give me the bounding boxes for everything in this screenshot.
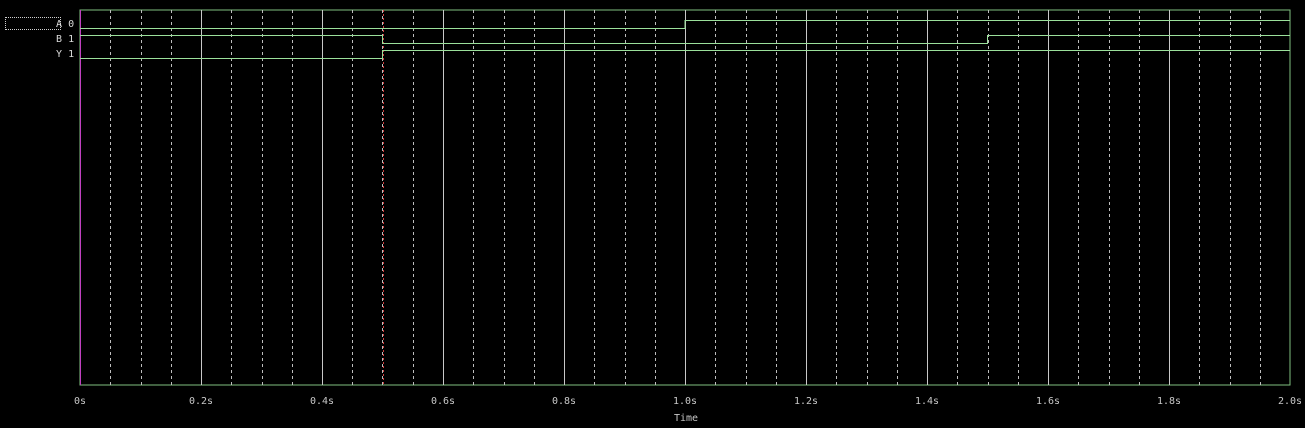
signal-name-a: A — [56, 19, 63, 30]
x-tick-label: 1.0s — [673, 396, 697, 407]
signal-label-a[interactable]: A 0 — [56, 19, 74, 30]
x-tick-label: 1.6s — [1036, 396, 1060, 407]
waveform-trace-y — [80, 50, 1290, 59]
x-tick-label: 1.8s — [1157, 396, 1181, 407]
waveform-trace-b — [80, 35, 1290, 44]
waveform-trace-a — [80, 20, 1290, 29]
x-tick-label: 0.4s — [310, 396, 334, 407]
x-axis-title: Time — [674, 413, 698, 424]
x-tick-label: 1.4s — [915, 396, 939, 407]
x-tick-label: 0.8s — [552, 396, 576, 407]
signal-value-y: 1 — [68, 49, 75, 60]
x-tick-label: 2.0s — [1278, 396, 1302, 407]
signal-value-b: 1 — [68, 34, 75, 45]
signal-selection-box[interactable] — [5, 17, 61, 30]
x-tick-label: 0.2s — [189, 396, 213, 407]
signal-label-b[interactable]: B 1 — [56, 34, 74, 45]
x-tick-label: 0.6s — [431, 396, 455, 407]
x-tick-label: 1.2s — [794, 396, 818, 407]
signal-name-y: Y — [56, 49, 63, 60]
signal-value-a: 0 — [68, 19, 75, 30]
signal-label-y[interactable]: Y 1 — [56, 49, 74, 60]
x-tick-label: 0s — [74, 396, 86, 407]
signal-name-b: B — [56, 34, 63, 45]
